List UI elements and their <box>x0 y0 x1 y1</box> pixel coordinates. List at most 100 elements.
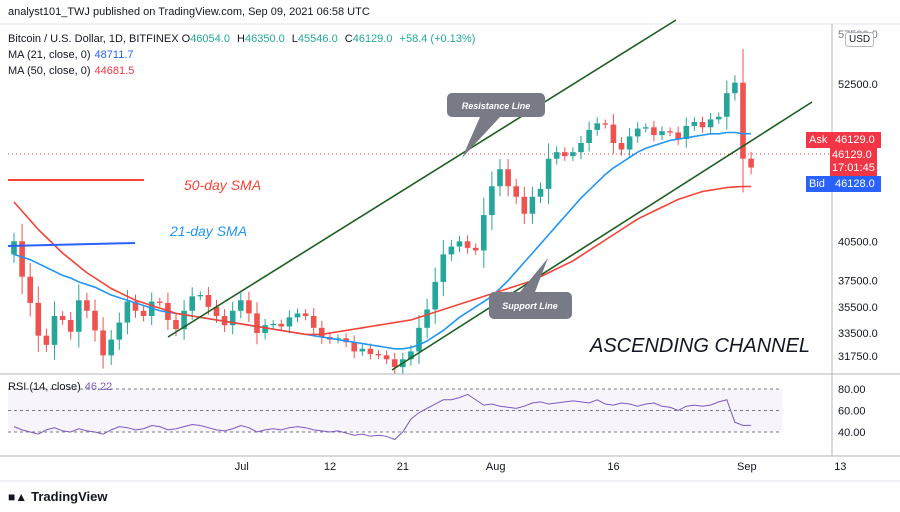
candle-body <box>100 330 106 356</box>
open-value: 46054.0 <box>190 33 230 45</box>
ask-label: Ask <box>809 134 828 146</box>
candle-body <box>375 354 382 356</box>
ma21-value: 48711.7 <box>94 49 134 61</box>
low-value: 45546.0 <box>297 33 338 45</box>
candle-body <box>432 281 438 310</box>
candle-body <box>456 241 463 247</box>
x-tick-label: Jul <box>235 461 249 473</box>
y-tick-label: 37500.0 <box>838 276 878 288</box>
symbol-title: Bitcoin / U.S. Dollar, 1D, BITFINEX <box>8 33 179 45</box>
x-tick-label: 12 <box>324 461 336 473</box>
candle-body <box>76 300 82 332</box>
ask-badge: Ask 46129.0 <box>806 132 881 148</box>
candle-body <box>173 319 179 330</box>
support-line <box>391 101 813 371</box>
candle-body <box>319 327 325 337</box>
candle-body <box>383 355 390 360</box>
candle-body <box>238 300 244 311</box>
rsi-legend[interactable]: RSI (14, close) 46.22 <box>8 381 112 393</box>
candle-body <box>586 129 592 143</box>
resistance-line <box>167 19 677 338</box>
x-tick-label: Aug <box>486 461 506 473</box>
y-tick-label: 40500.0 <box>838 236 878 248</box>
ask-value: 46129.0 <box>835 134 875 146</box>
y-tick-label: 35500.0 <box>838 302 878 314</box>
candle-body <box>84 300 90 311</box>
sma21-annotation: 21-day SMA <box>169 223 247 239</box>
high-value: 46350.0 <box>244 33 285 45</box>
last-price-badge: 46129.0 17:01:45 <box>830 148 877 178</box>
candle-body <box>683 125 690 140</box>
candle-body <box>537 188 544 197</box>
sma50-annotation: 50-day SMA <box>184 177 261 193</box>
candle-body <box>391 359 398 368</box>
candle-body <box>481 215 487 251</box>
candle-body <box>562 152 568 157</box>
y-tick-label: 52500.0 <box>838 79 878 91</box>
ma50-label: MA (50, close, 0) <box>8 65 91 77</box>
x-tick-label: 16 <box>607 461 619 473</box>
high-label: H <box>237 33 245 45</box>
resistance-callout-label: Resistance Line <box>462 101 531 111</box>
candle-body <box>351 342 357 352</box>
open-label: O <box>181 33 191 45</box>
x-tick-label: 21 <box>397 461 409 473</box>
sma21-marker-line <box>7 242 136 247</box>
candle-body <box>610 124 617 143</box>
candle-body <box>140 310 147 317</box>
candle-body <box>189 296 195 311</box>
candle-body <box>205 295 212 307</box>
currency-button[interactable]: USD <box>845 32 875 47</box>
candle-body <box>19 241 25 277</box>
candle-body <box>367 348 374 355</box>
bid-badge: Bid 46128.0 <box>806 176 881 192</box>
support-callout-pointer <box>520 258 548 292</box>
candle-body <box>570 152 576 157</box>
close-label: C <box>344 33 353 45</box>
candle-body <box>529 196 536 214</box>
resistance-callout <box>447 93 545 117</box>
candle-body <box>675 132 681 140</box>
candle-body <box>651 127 657 136</box>
candle-body <box>408 351 414 360</box>
candle-body <box>740 82 746 159</box>
ma50-line <box>13 185 752 336</box>
candle-body <box>618 142 625 150</box>
candle-body <box>489 186 495 216</box>
close-value: 46129.0 <box>352 33 393 45</box>
ma50-legend[interactable]: MA (50, close, 0) 44681.5 <box>8 65 134 77</box>
resistance-callout-pointer <box>462 117 500 158</box>
tradingview-logo-icon: ■▲ <box>8 490 28 504</box>
candle-body <box>594 123 600 130</box>
rsi-value: 46.22 <box>84 381 113 393</box>
candle-body <box>715 116 722 120</box>
tradingview-logo[interactable]: ■▲ TradingView <box>8 489 107 504</box>
candle-body <box>43 335 50 345</box>
candle-body <box>659 131 665 136</box>
candle-body <box>667 131 673 133</box>
rsi-tick-label: 60.00 <box>838 406 866 418</box>
ma21-legend[interactable]: MA (21, close, 0) 48711.7 <box>8 49 134 61</box>
candle-body <box>707 119 714 128</box>
symbol-legend: Bitcoin / U.S. Dollar, 1D, BITFINEX O460… <box>8 33 479 45</box>
low-label: L <box>291 33 298 45</box>
candle-body <box>27 276 33 303</box>
y-tick-label: 33500.0 <box>838 328 878 340</box>
bid-value: 46128.0 <box>835 178 875 190</box>
candle-body <box>424 309 430 328</box>
candle-body <box>181 310 187 330</box>
candle-body <box>294 313 301 318</box>
candle-body <box>732 82 738 94</box>
pattern-annotation: ASCENDING CHANNEL <box>589 335 810 357</box>
candle-body <box>229 310 236 326</box>
candle-body <box>602 123 609 125</box>
bar-countdown: 17:01:45 <box>832 162 875 174</box>
candle-body <box>553 152 560 159</box>
candle-body <box>440 254 447 282</box>
candle-body <box>310 316 317 328</box>
candle-body <box>197 295 204 297</box>
candle-body <box>270 323 276 326</box>
x-tick-label: Sep <box>737 461 757 473</box>
candle-body <box>464 241 471 248</box>
